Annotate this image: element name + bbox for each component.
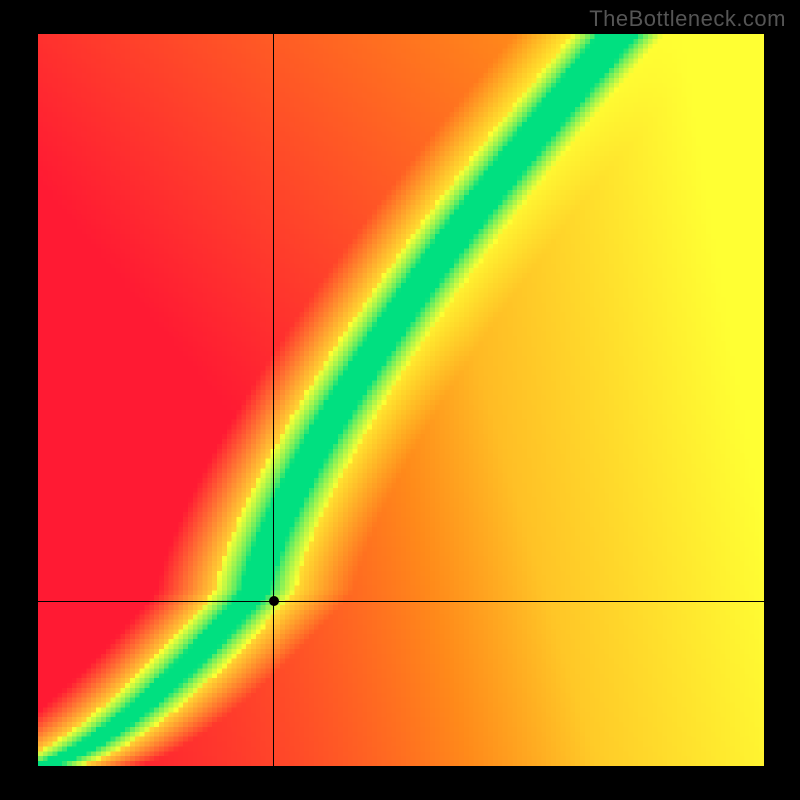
heatmap-canvas: [38, 34, 764, 766]
marker-point: [269, 596, 279, 606]
crosshair-horizontal: [38, 601, 764, 602]
watermark-text: TheBottleneck.com: [589, 6, 786, 32]
crosshair-vertical: [273, 34, 274, 766]
heatmap-frame: [38, 34, 764, 766]
